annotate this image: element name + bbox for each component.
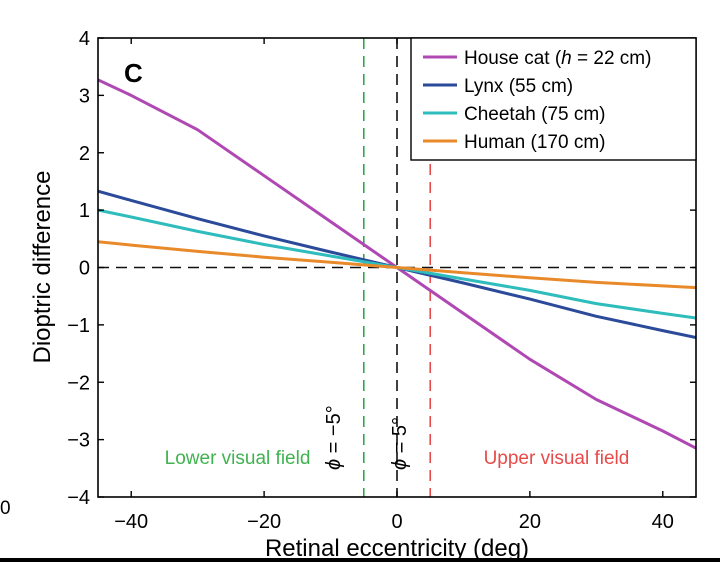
y-tick-label: 2 xyxy=(79,143,90,165)
x-tick-label: 40 xyxy=(652,511,674,533)
x-axis-label: Retinal eccentricity (deg) xyxy=(265,535,529,562)
legend-label-text: Lynx (55 cm) xyxy=(464,76,573,97)
legend-label-text: Cheetah (75 cm) xyxy=(464,104,606,125)
y-tick-label: 1 xyxy=(79,200,90,222)
field-label: Lower visual field xyxy=(165,448,311,469)
y-tick-label: −1 xyxy=(67,315,90,337)
phi-value: = −5° xyxy=(323,405,345,459)
legend-label: Human (170 cm) xyxy=(464,132,606,153)
x-tick-label: 20 xyxy=(519,511,541,533)
field-label: Upper visual field xyxy=(484,448,630,469)
legend-label: Cheetah (75 cm) xyxy=(464,104,606,125)
bottom-rule xyxy=(0,558,720,562)
x-tick-label: −20 xyxy=(247,511,281,533)
legend-label-suffix: = 22 cm) xyxy=(572,48,652,69)
legend-label: Lynx (55 cm) xyxy=(464,76,573,97)
series-line-3 xyxy=(98,240,696,290)
y-tick-label: −2 xyxy=(67,372,90,394)
legend: House cat (h = 22 cm) Lynx (55 cm) Cheetah… xyxy=(410,37,697,161)
y-axis-label: Dioptric difference xyxy=(29,171,56,364)
phi-value: = 5° xyxy=(389,417,411,459)
phi-label: ϕ = 5° xyxy=(389,417,411,470)
phi-label: ϕ = −5° xyxy=(323,405,345,470)
series-lines xyxy=(98,78,696,450)
legend-label-text: House cat ( xyxy=(464,48,562,69)
legend-label-text: Human (170 cm) xyxy=(464,132,606,153)
phi-symbol: ϕ xyxy=(323,459,345,470)
legend-label: House cat (h = 22 cm) xyxy=(464,48,651,69)
x-tick-label: −40 xyxy=(114,511,148,533)
legend-label-italic: h xyxy=(561,48,572,69)
y-tick-label: 4 xyxy=(79,28,90,50)
y-tick-label: 3 xyxy=(79,85,90,107)
phi-symbol: ϕ xyxy=(389,459,411,470)
stray-tick-label: 0 xyxy=(0,498,11,519)
y-tick-label: −4 xyxy=(67,487,90,509)
legend-box xyxy=(410,37,697,161)
field-annotations: Lower visual field Upper visual field ϕ = … xyxy=(165,405,630,470)
panel-label: C xyxy=(124,58,143,88)
y-tick-label: −3 xyxy=(67,430,90,452)
x-tick-label: 0 xyxy=(391,511,402,533)
y-tick-label: 0 xyxy=(79,258,90,280)
